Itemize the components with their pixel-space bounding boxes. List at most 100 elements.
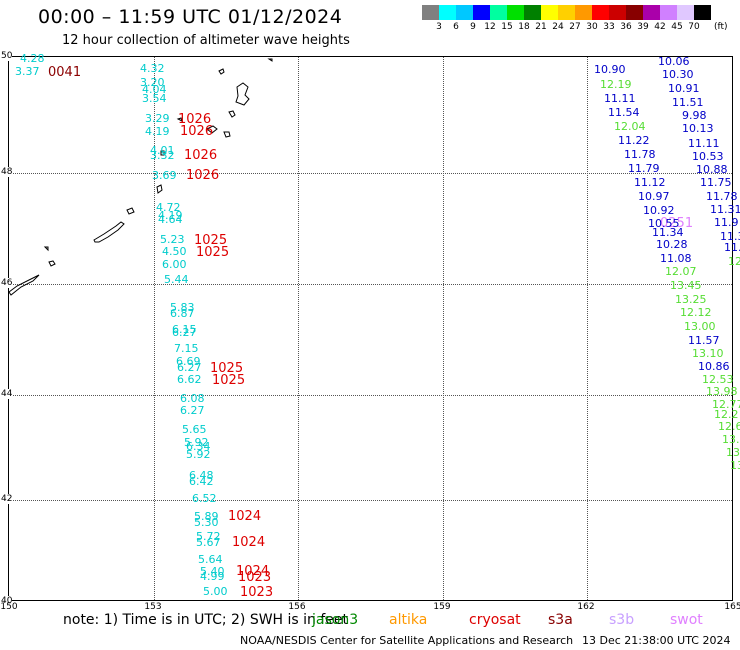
legend-label: 33: [603, 22, 615, 32]
wave-height-label: 6.52: [192, 492, 217, 505]
wave-height-label: 6.48: [189, 469, 214, 482]
satellite-name: cryosat: [469, 612, 521, 628]
legend-swatch: [626, 5, 643, 20]
legend-swatch: [456, 5, 473, 20]
wave-height-label: 11.3: [720, 230, 740, 243]
map-title: 00:00 – 11:59 UTC 01/12/2024: [38, 6, 343, 28]
grid-line: [9, 395, 732, 396]
legend-label: 24: [552, 22, 564, 32]
wave-height-label: 4.19: [145, 125, 170, 138]
wave-height-label: 6.27: [177, 361, 202, 374]
wave-height-label: 3.20: [140, 76, 165, 89]
legend-label: 36: [620, 22, 632, 32]
legend-swatch: [541, 5, 558, 20]
grid-line: [9, 500, 732, 501]
wave-height-label: 6.27: [180, 404, 205, 417]
wave-height-label: 6.15: [172, 323, 197, 336]
wave-height-label: 11.78: [706, 190, 738, 203]
grid-line: [154, 57, 155, 600]
satellite-name: s3a: [548, 612, 573, 628]
wave-height-label: 5.89: [194, 510, 219, 523]
wave-height-label: 10.55: [648, 217, 680, 230]
wave-height-label: 4.19: [158, 209, 183, 222]
wave-height-label: 6.69: [176, 355, 201, 368]
wave-height-label: 6.42: [189, 475, 214, 488]
y-tick-label: 50: [1, 51, 13, 61]
wave-height-label: 5.40: [200, 565, 225, 578]
pressure-label: 1026: [180, 124, 214, 139]
wave-height-label: 6.08: [180, 392, 205, 405]
x-tick-label: 162: [577, 602, 595, 612]
pressure-label: 1023: [238, 570, 272, 585]
legend-label: 70: [688, 22, 700, 32]
wave-height-label: 5.72: [196, 530, 221, 543]
wave-height-label: 5.44: [164, 273, 189, 286]
wave-height-label: 5.92: [186, 448, 211, 461]
grid-line: [9, 284, 732, 285]
wave-height-label: 12.53: [702, 373, 734, 386]
wave-height-label: 11.22: [618, 134, 650, 147]
wave-height-label: 11.51: [672, 96, 704, 109]
wave-height-label: 10.13: [682, 122, 714, 135]
satellite-name: jason3: [312, 612, 359, 628]
wave-height-label: 6.34: [186, 440, 211, 453]
y-tick-label: 40: [1, 596, 13, 606]
wave-height-label: 13.: [722, 433, 740, 446]
legend-swatch: [575, 5, 592, 20]
legend-swatch: [490, 5, 507, 20]
wave-height-label: 13: [730, 459, 740, 472]
wave-height-label: 4.32: [140, 62, 165, 75]
wave-height-label: 6.27: [172, 326, 197, 339]
wave-height-label: 10.90: [594, 63, 626, 76]
legend-label: 18: [518, 22, 530, 32]
wave-height-label: 13.98: [706, 385, 738, 398]
wave-height-label: 5.92: [184, 436, 209, 449]
legend-label: 39: [637, 22, 649, 32]
wave-height-label: 5.67: [196, 536, 221, 549]
legend-label: 21: [535, 22, 547, 32]
legend-swatch: [643, 5, 660, 20]
legend-swatch: [439, 5, 456, 20]
coastline: [9, 58, 273, 296]
wave-height-label: 10.30: [662, 68, 694, 81]
wave-height-label: 5.23: [160, 233, 185, 246]
satellite-name: altika: [389, 612, 428, 628]
pressure-label: 1025: [210, 361, 244, 376]
wave-height-label: 4.72: [156, 201, 181, 214]
pressure-label: 1026: [178, 112, 212, 127]
wave-height-label: 5.64: [198, 553, 223, 566]
x-tick-label: 159: [433, 602, 451, 612]
pressure-label: 1024: [228, 509, 262, 524]
wave-height-label: 11.08: [660, 252, 692, 265]
y-tick-label: 48: [1, 167, 13, 177]
wave-height-label: 11.31: [710, 203, 740, 216]
wave-height-label: 13.45: [670, 279, 702, 292]
pressure-label: 1025: [196, 245, 230, 260]
wave-height-label: 11.11: [604, 92, 636, 105]
legend-swatch: [507, 5, 524, 20]
wave-height-label: 4.04: [142, 83, 167, 96]
legend-label: 3: [436, 22, 442, 32]
wave-height-label: 12.77: [712, 398, 740, 411]
wave-height-label: 4.64: [158, 213, 183, 226]
legend-swatch: [558, 5, 575, 20]
wave-height-label: 4.01: [150, 144, 175, 157]
footer-credit: NOAA/NESDIS Center for Satellite Applica…: [240, 634, 574, 647]
wave-height-label: 12.2: [714, 408, 739, 421]
wave-height-label: 4.28: [20, 52, 45, 65]
satellite-name: swot: [670, 612, 703, 628]
x-tick-label: 153: [144, 602, 162, 612]
map-subtitle: 12 hour collection of altimeter wave hei…: [62, 33, 350, 48]
color-legend-unit: (ft): [714, 22, 728, 32]
wave-height-label: 12: [728, 255, 740, 268]
pressure-label: 1026: [186, 168, 220, 183]
legend-label: 9: [470, 22, 476, 32]
wave-height-label: 4.99: [200, 570, 225, 583]
y-tick-label: 42: [1, 494, 13, 504]
wave-height-label: 3.32: [150, 149, 175, 162]
wave-height-label: 10.53: [692, 150, 724, 163]
wave-height-label: 10.88: [696, 163, 728, 176]
wave-height-label: 10.28: [656, 238, 688, 251]
wave-height-label: 6.00: [162, 258, 187, 271]
grid-line: [9, 173, 732, 174]
